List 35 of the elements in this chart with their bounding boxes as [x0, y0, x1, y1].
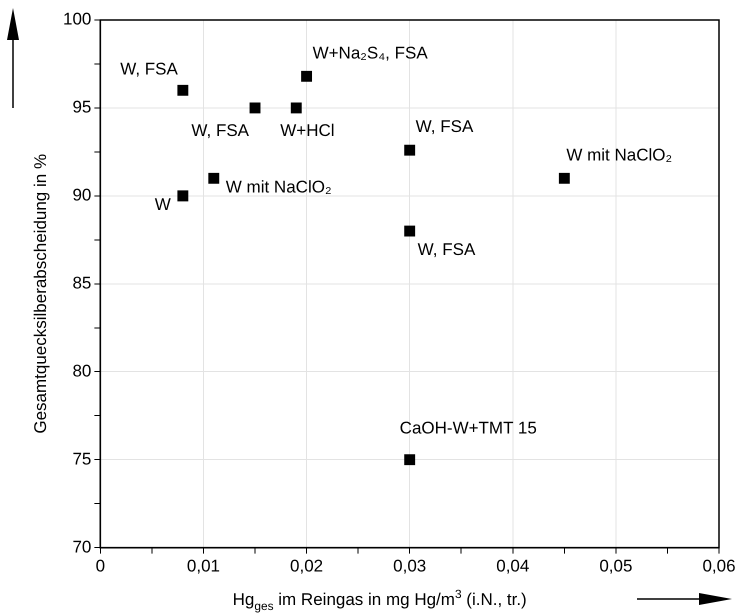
annotation: W+HCl [280, 120, 335, 140]
x-tick-label: 0,06 [702, 556, 736, 576]
annotation: W+Na₂S₄, FSA [312, 43, 428, 62]
point [250, 102, 260, 114]
annotation: W, FSA [120, 59, 179, 78]
annotation: W, FSA [418, 240, 476, 260]
point [558, 172, 570, 184]
point [404, 144, 416, 156]
y-tick-label: 90 [72, 186, 92, 205]
point [404, 226, 416, 236]
y-axis-title: Gesamtquecksilberabscheidung in % [31, 154, 50, 434]
point [404, 454, 416, 466]
y-tick-label: 70 [72, 537, 92, 556]
y-tick-label: 85 [72, 273, 92, 292]
x-tick-label: 0,04 [496, 556, 530, 576]
point [177, 84, 188, 96]
annotation: W [154, 194, 171, 214]
x-tick-label: 0,03 [393, 556, 426, 576]
annotation: W, FSA [191, 120, 250, 140]
annotation: W mit NaClO₂ [566, 145, 672, 164]
y-tick-label: 100 [62, 10, 92, 29]
y-tick-label: 75 [72, 449, 92, 468]
y-tick-label: 95 [72, 98, 92, 117]
point [177, 190, 188, 202]
annotation: W, FSA [416, 117, 474, 136]
annotation: W mit NaClO₂ [226, 177, 332, 196]
x-tick-label: 0 [96, 556, 106, 576]
x-tick-label: 0,01 [186, 556, 220, 576]
annotation: CaOH-W+TMT 15 [400, 418, 537, 438]
x-tick-label: 0,02 [290, 556, 324, 576]
point [301, 70, 312, 82]
point [290, 102, 302, 114]
point [208, 172, 220, 184]
x-tick-label: 0,05 [599, 556, 632, 576]
y-tick-label: 80 [72, 361, 92, 380]
